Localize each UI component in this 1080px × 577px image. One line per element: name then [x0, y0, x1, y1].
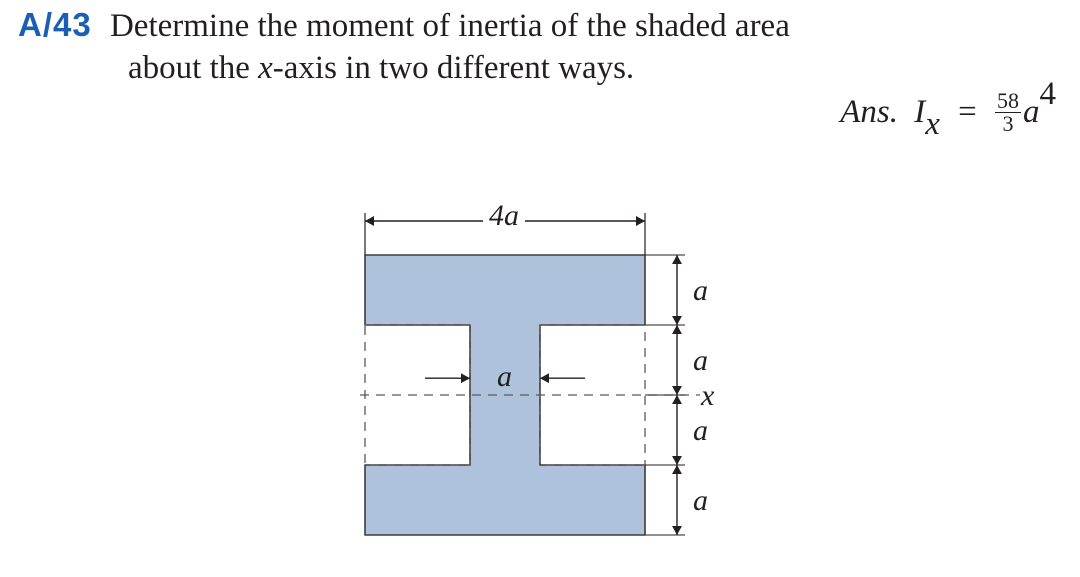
problem-text-1: Determine the moment of inertia of the s… [110, 8, 790, 44]
answer-sub: x [925, 106, 940, 142]
answer-prefix: Ans. [840, 94, 898, 130]
x-var: x [258, 50, 273, 86]
answer-I: I [914, 94, 925, 130]
problem-line-2: about the x-axis in two different ways. [128, 50, 634, 87]
axis-x-label: x [701, 379, 714, 413]
dim-right-a-3: a [693, 414, 708, 448]
figure-svg [305, 190, 825, 570]
answer-den: 3 [995, 113, 1021, 135]
dim-right-a-2: a [693, 344, 708, 378]
dim-4a: 4a [483, 199, 525, 233]
problem-line-1: A/43 Determine the moment of inertia of … [18, 6, 790, 45]
answer-eq: = [958, 94, 977, 130]
problem-number: A/43 [18, 6, 92, 43]
answer-frac: 58 3 [995, 90, 1021, 135]
problem-text-2a: about the [128, 50, 258, 86]
dim-right-a-1: a [693, 274, 708, 308]
dim-web-a: a [497, 360, 512, 394]
answer-a: a [1023, 94, 1040, 130]
dim-right-a-4: a [693, 484, 708, 518]
answer-num: 58 [995, 90, 1021, 113]
answer-exp: 4 [1040, 76, 1057, 112]
answer: Ans. Ix = 58 3 a4 [840, 92, 1056, 137]
figure: 4aaaaaax [305, 190, 825, 570]
problem-text-2b: -axis in two different ways. [273, 50, 634, 86]
